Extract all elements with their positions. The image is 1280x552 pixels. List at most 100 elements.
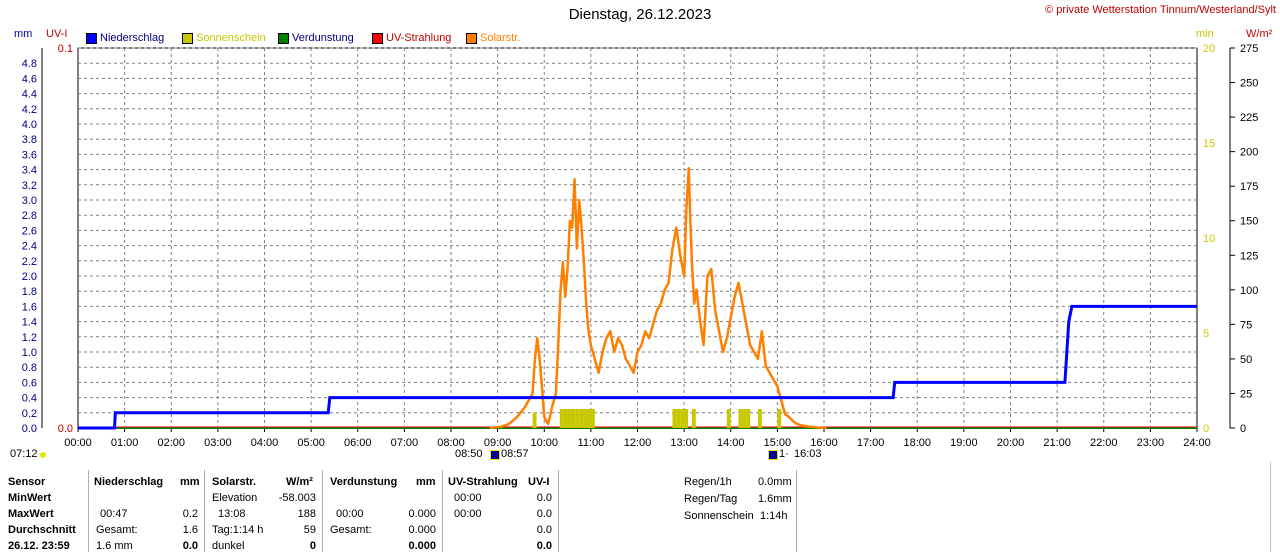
y-tick-label-mm: 2.4 [22,241,37,253]
unit-wm2: W/m² [1246,28,1273,40]
cell-uv-current-value: 0.0 [536,540,552,552]
legend-swatch-sun [182,33,193,44]
y-tick-label-wm2: 75 [1240,319,1252,331]
summary-value-sunshine: 1:14h [760,510,788,522]
sunrise-icon [40,452,46,458]
x-tick-label: 08:00 [437,437,465,449]
table-divider [204,470,205,552]
x-tick-label: 17:00 [857,437,885,449]
y-tick-label-min: 15 [1203,138,1215,150]
x-tick-label: 20:00 [997,437,1025,449]
sunshine-bar [579,409,584,428]
col-unit-uv: UV-I [528,476,550,488]
legend-swatch-rain [86,33,97,44]
weather-chart: 0.0 0.2 0.4 0.6 0.8 1.0 1.2 1.4 1.6 1.8 2.0 2.2 2.4 2… [22,43,1259,449]
series-line-rain [78,304,1197,430]
legend-label-rain: Niederschlag [100,32,165,44]
y-tick-label-wm2: 200 [1240,147,1258,159]
y-tick-label-mm: 4.4 [22,89,37,101]
table-divider [442,470,443,552]
unit-uvi: UV-I [46,28,68,40]
series-line-solar [489,166,827,430]
cell-solar-min-value: -58.003 [278,492,316,504]
sunshine-bar [757,409,762,428]
y-tick-label-wm2: 275 [1240,43,1258,55]
legend: Niederschlag Sonnenschein Verdunstung UV… [86,32,546,46]
sunshine-bar [726,409,731,428]
cell-uv-max-value: 0.0 [536,508,552,520]
y-tick-label-mm: 3.4 [22,165,37,177]
cell-evap-total-value: 0.000 [408,524,436,536]
x-tick-label: 09:00 [484,437,512,449]
table-divider [322,470,323,552]
x-tick-label: 12:00 [624,437,652,449]
cell-evap-total-label: Gesamt: [330,524,372,536]
col-header-evap: Verdunstung [330,476,398,488]
x-tick-label: 05:00 [297,437,325,449]
col-unit-evap: mm [416,476,436,488]
sunrise-marker: 08:50 [455,448,483,460]
plot-area [77,47,1198,429]
x-tick-label: 22:00 [1090,437,1118,449]
cell-uv-max-time: 00:00 [454,508,482,520]
cell-solar-max-value: 188 [297,508,316,520]
x-tick-label: 24:00 [1183,437,1211,449]
y-tick-label-mm: 2.0 [22,271,37,283]
row-label-current: 26.12. 23:59 [8,540,70,552]
y-tick-label-mm: 3.2 [22,180,37,192]
cell-solar-day-label: Tag:1:14 h [212,524,264,536]
x-tick-label: 03:00 [204,437,232,449]
table-divider [796,470,797,552]
cell-uv-min-value: 0.0 [536,492,552,504]
legend-label-solar: Solarstr. [480,32,521,44]
y-tick-label-mm: 0.0 [22,423,37,435]
y-tick-label-min: 10 [1203,233,1215,245]
unit-mm: mm [14,28,33,40]
legend-swatch-uv [372,33,383,44]
y-tick-label-wm2: 0 [1240,423,1246,435]
y-tick-label-mm: 1.2 [22,332,37,344]
sunshine-bar [567,409,572,428]
y-tick-label-min: 5 [1203,328,1209,340]
cell-solar-min-label: Elevation [212,492,258,504]
summary-label-rainday: Regen/Tag [684,493,738,505]
cell-solar-current-label: dunkel [212,540,245,552]
cell-evap-max-value: 0.000 [408,508,436,520]
sunshine-bar [532,412,537,428]
cell-uv-min-time: 00:00 [454,492,482,504]
y-tick-label-mm: 4.8 [22,58,37,70]
y-tick-label-mm: 4.6 [22,73,37,85]
sunshine-bar [590,409,595,428]
summary-value-rain1h: 0.0mm [758,476,792,488]
y-tick-label-wm2: 125 [1240,250,1258,262]
sunshine-bar [583,409,587,428]
sunshine-bar [586,409,591,428]
sunshine-bar [672,409,677,428]
summary-value-rainday: 1.6mm [758,493,792,505]
y-tick-label-mm: 1.8 [22,286,37,298]
cell-rain-max-value: 0.2 [182,508,198,520]
legend-label-sun: Sonnenschein [196,32,266,44]
x-tick-label: 04:00 [251,437,279,449]
x-tick-label: 15:00 [764,437,792,449]
y-tick-label-wm2: 225 [1240,112,1258,124]
sunset-marker: 16:03 [794,448,822,460]
sunshine-bar [684,409,689,428]
x-tick-label: 11:00 [578,437,605,449]
row-label-minwert: MinWert [8,492,52,504]
y-tick-label-min: 0 [1203,423,1209,435]
x-tick-label: 10:00 [530,437,558,449]
scrollbar-track[interactable] [1270,462,1271,552]
summary-label-rain1h: Regen/1h [684,476,732,488]
col-header-solar: Solarstr. [212,476,257,488]
col-unit-rain: mm [180,476,200,488]
sunshine-bar [680,409,685,428]
x-tick-label: 07:00 [391,437,419,449]
legend-swatch-solar [466,33,477,44]
x-tick-label: 23:00 [1137,437,1165,449]
cell-solar-current-value: 0 [309,540,316,552]
sunshine-bar [571,409,576,428]
y-tick-label-uv: 0.0 [58,423,73,435]
y-tick-label-mm: 3.8 [22,134,37,146]
y-tick-label-wm2: 25 [1240,388,1252,400]
